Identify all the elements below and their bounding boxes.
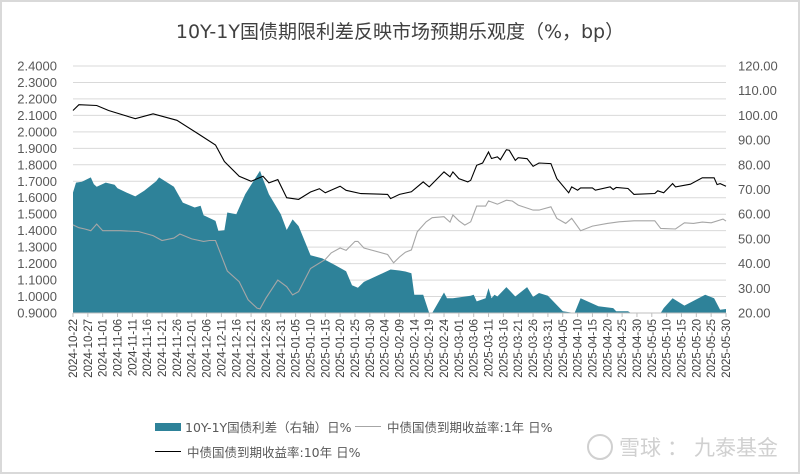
x-tick-label: 2024-10-22 (68, 319, 80, 378)
x-tick-label: 2024-12-26 (261, 319, 273, 378)
x-tick-label: 2025-02-09 (395, 319, 407, 378)
y-right-tick-label: 40.00 (738, 256, 771, 271)
x-tick-label: 2025-01-25 (350, 319, 362, 378)
x-tick-label: 2025-05-25 (706, 319, 718, 378)
y-left-tick-label: 1.3000 (17, 240, 57, 255)
x-tick-label: 2024-11-21 (157, 319, 169, 377)
y-left-tick-label: 2.1000 (17, 108, 57, 123)
series-line-1y (72, 199, 727, 310)
legend-swatch-10y (155, 451, 181, 452)
x-tick-label: 2025-04-10 (573, 319, 585, 378)
y-left-tick-label: 2.3000 (17, 75, 57, 90)
x-tick-label: 2024-10-27 (83, 319, 95, 378)
legend-item-1y: 中债国债到期收益率:1年 日% (355, 417, 553, 436)
y-left-tick-label: 1.9000 (17, 141, 57, 156)
watermark-site: 雪球 (619, 436, 661, 460)
y-left-tick-label: 2.2000 (17, 91, 57, 106)
y-right-tick-label: 100.00 (738, 108, 778, 123)
x-tick-label: 2024-12-31 (276, 319, 288, 378)
x-tick-label: 2024-11-11 (127, 319, 139, 376)
x-tick-label: 2025-01-10 (305, 319, 317, 378)
y-right-tick-label: 20.00 (738, 306, 771, 321)
x-tick-label: 2024-11-16 (142, 319, 154, 377)
xueqiu-logo-icon (587, 434, 613, 460)
x-tick-label: 2025-03-01 (454, 319, 466, 378)
x-tick-label: 2025-01-30 (365, 319, 377, 378)
x-tick-label: 2025-05-30 (721, 319, 733, 378)
legend-label-1y: 中债国债到期收益率:1年 日% (387, 420, 553, 435)
x-tick-label: 2025-03-26 (528, 319, 540, 378)
x-tick-label: 2025-05-15 (676, 319, 688, 378)
watermark-separator: ： (667, 436, 688, 460)
y-left-tick-label: 1.7000 (17, 174, 57, 189)
series-area-spread (73, 170, 726, 313)
series-line-10y (72, 104, 727, 200)
x-tick-label: 2025-05-05 (647, 319, 659, 378)
watermark: 雪球：九泰基金 (587, 432, 778, 462)
x-tick-label: 2025-02-19 (424, 319, 436, 378)
x-tick-label: 2024-12-01 (187, 319, 199, 378)
legend-label-spread: 10Y-1Y国债利差（右轴）日% (185, 420, 352, 435)
x-tick-label: 2025-03-16 (498, 319, 510, 378)
y-left-tick-label: 1.1000 (17, 273, 57, 288)
legend-swatch-spread (155, 422, 181, 431)
y-left-tick-label: 2.0000 (17, 124, 57, 139)
y-left-tick-label: 2.4000 (17, 59, 57, 74)
y-right-tick-label: 120.00 (738, 59, 778, 74)
y-right-tick-label: 90.00 (738, 133, 771, 148)
x-tick-label: 2025-03-31 (543, 319, 555, 378)
x-tick-label: 2024-12-16 (231, 319, 243, 378)
y-left-tick-label: 0.9000 (17, 306, 57, 321)
x-tick-label: 2025-04-15 (587, 319, 599, 378)
x-tick-label: 2025-05-10 (662, 319, 674, 378)
x-tick-label: 2025-03-06 (469, 319, 481, 378)
y-right-tick-label: 30.00 (738, 281, 771, 296)
y-left-tick-label: 1.0000 (17, 289, 57, 304)
y-right-tick-label: 50.00 (738, 231, 771, 246)
watermark-author: 九泰基金 (694, 436, 778, 460)
x-tick-label: 2025-01-05 (291, 319, 303, 378)
y-left-tick-label: 1.4000 (17, 223, 57, 238)
x-tick-label: 2025-02-24 (439, 318, 451, 377)
y-right-tick-label: 110.00 (738, 83, 777, 98)
y-right-tick-label: 60.00 (738, 207, 771, 222)
x-tick-label: 2024-11-06 (113, 319, 125, 377)
x-tick-label: 2025-03-11 (484, 319, 496, 377)
y-left-tick-label: 1.2000 (17, 256, 57, 271)
x-tick-label: 2024-12-06 (202, 319, 214, 378)
legend-label-10y: 中债国债到期收益率:10年 日% (187, 445, 361, 460)
x-tick-label: 2024-11-26 (172, 319, 184, 377)
x-tick-label: 2025-02-14 (409, 318, 421, 377)
x-tick-label: 2025-03-21 (513, 319, 525, 378)
x-tick-label: 2025-05-20 (691, 319, 703, 378)
legend-swatch-1y (355, 426, 381, 427)
y-left-tick-label: 1.8000 (17, 157, 57, 172)
x-tick-label: 2025-04-25 (617, 319, 629, 378)
y-left-tick-label: 1.6000 (17, 190, 57, 205)
x-tick-label: 2024-12-11 (216, 319, 228, 377)
y-right-tick-label: 70.00 (738, 182, 771, 197)
x-tick-label: 2025-04-20 (602, 319, 614, 378)
chart-title: 10Y-1Y国债期限利差反映市场预期乐观度（%，bp） (175, 21, 625, 43)
x-tick-label: 2025-04-30 (632, 319, 644, 378)
y-right-tick-label: 80.00 (738, 157, 771, 172)
x-tick-label: 2024-12-21 (246, 319, 258, 378)
x-tick-label: 2025-01-20 (335, 319, 347, 378)
x-tick-label: 2025-02-04 (380, 318, 392, 377)
x-tick-label: 2024-11-01 (98, 319, 110, 377)
y-left-tick-label: 1.5000 (17, 207, 57, 222)
x-tick-label: 2025-01-15 (320, 319, 332, 378)
legend-item-10y: 中债国债到期收益率:10年 日% (155, 442, 360, 461)
x-tick-label: 2025-04-05 (558, 319, 570, 378)
legend-item-spread: 10Y-1Y国债利差（右轴）日% (155, 417, 352, 436)
